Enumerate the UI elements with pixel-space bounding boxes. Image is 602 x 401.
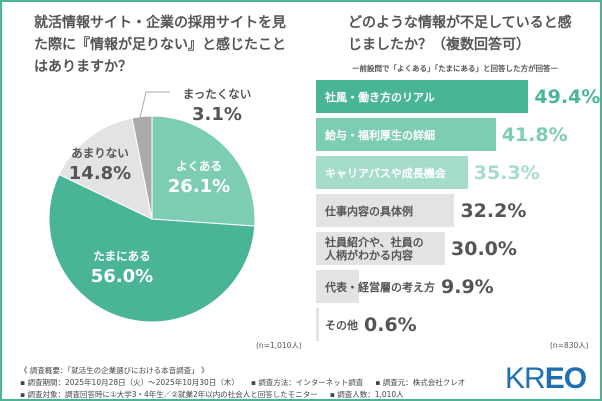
bar-value: 35.3% <box>473 162 540 184</box>
pie-value: 14.8% <box>69 163 131 184</box>
bar-label: 社員紹介や、社員の 人柄がわかる内容 <box>325 236 424 262</box>
footer-overview: 《 調査概要：「就活生の企業選びにおける本音調査」 》 <box>20 366 209 375</box>
pie-label: まったくない <box>183 87 252 101</box>
bar-title: どのような情報が不足していると感じましたか？（複数回答可） <box>348 15 572 53</box>
bar-row: 仕事内容の具体例 32.2% <box>316 192 596 230</box>
leader-line <box>139 91 170 119</box>
bar-value: 32.2% <box>460 200 527 222</box>
footer-method: ▪ 調査方法：インターネット調査 <box>250 378 364 387</box>
bar-row: 社員紹介や、社員の 人柄がわかる内容 30.0% <box>316 230 596 268</box>
pie-value: 26.1% <box>168 176 230 197</box>
bar-chart: 社風・働き方のリアル 49.4% 給与・福利厚生の詳細 41.8% キャリアパスや成長機… <box>316 78 600 344</box>
bar-label: その他 <box>325 318 358 332</box>
bar-row: 社風・働き方のリアル 49.4% <box>316 78 600 116</box>
pie-slice <box>131 115 153 220</box>
logo-text: KR <box>505 362 546 395</box>
bar-label: 給与・福利厚生の詳細 <box>325 128 435 142</box>
footer-target: ▪ 調査対象：調査回答時に①大学3・4年生／②就業2年以内の社会人と回答したモニ… <box>20 390 318 399</box>
bar-value: 49.4% <box>534 86 601 108</box>
bar-value: 41.8% <box>501 124 568 146</box>
footer-line2: ▪ 調査期間：2025年10月28日（火）〜2025年10月30日（木） ▪ 調査… <box>20 377 477 388</box>
bar-value: 30.0% <box>451 238 517 260</box>
pie-label: よくある <box>176 159 222 173</box>
bar-row: その他 0.6% <box>316 306 596 344</box>
pie-label: あまりない <box>71 146 129 160</box>
bar-row: 給与・福利厚生の詳細 41.8% <box>316 116 596 154</box>
pie-sample-size: (n=1,010人) <box>256 341 302 350</box>
pie-value: 56.0% <box>91 266 153 287</box>
bar-label: 代表・経営層の考え方 <box>325 280 435 294</box>
pie-title: 就活情報サイト・企業の採用サイトを見た際に『情報が足りない』と感じたことはありま… <box>34 15 286 75</box>
footer-line3: ▪ 調査対象：調査回答時に①大学3・4年生／②就業2年以内の社会人と回答したモニ… <box>20 389 416 400</box>
bar <box>316 194 455 227</box>
kreo-logo: KREO <box>505 362 587 395</box>
footer-period: ▪ 調査期間：2025年10月28日（火）〜2025年10月30日（木） <box>20 378 239 387</box>
bar-label: 仕事内容の具体例 <box>325 204 413 218</box>
bar-row: キャリアパスや成長機会 35.3% <box>316 154 596 192</box>
bar <box>316 270 359 303</box>
pie-slice <box>151 115 256 227</box>
bar-label: キャリアパスや成長機会 <box>325 166 446 180</box>
bar-sample-size: (n=830人) <box>550 341 589 350</box>
pie-value: 3.1% <box>192 104 242 125</box>
bar <box>316 156 468 189</box>
footer-count: ▪ 調査人数：1,010人 <box>329 390 404 399</box>
bar-row: 代表・経営層の考え方 9.9% <box>316 268 596 306</box>
bar <box>316 308 319 341</box>
pie-label: たまにある <box>93 249 150 263</box>
bar <box>316 80 529 113</box>
logo-text-bold: EO <box>544 362 587 395</box>
bar <box>316 232 445 265</box>
bar-value: 9.9% <box>441 276 494 298</box>
pie-slice <box>58 117 153 220</box>
footer-source: ▪ 調査元：株式会社クレオ <box>375 378 466 387</box>
pie-slice <box>48 173 256 323</box>
bar-subtitle: ー前設問で「よくある」「たまにある」と回答した方が回答ー <box>352 64 559 73</box>
bar-label: 社風・働き方のリアル <box>325 90 435 104</box>
bar <box>316 118 496 151</box>
bar-value: 0.6% <box>364 314 417 336</box>
